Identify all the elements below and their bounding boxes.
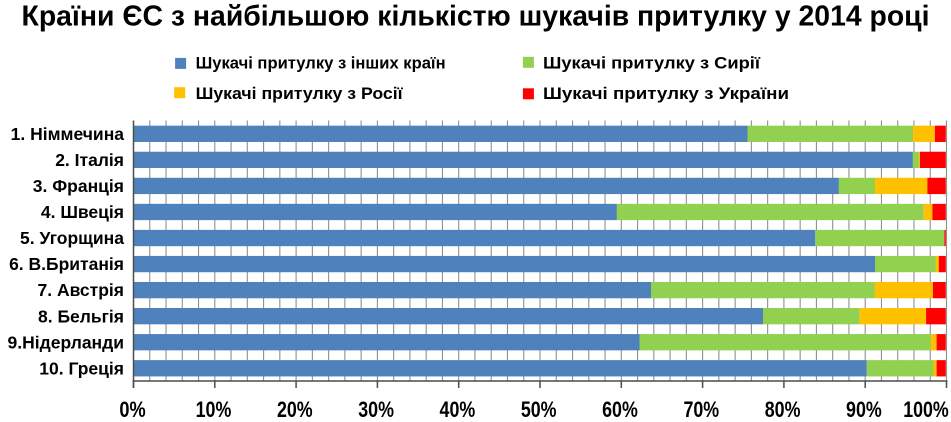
svg-text:6. В.Британія: 6. В.Британія [9, 254, 124, 274]
svg-text:8. Бельгія: 8. Бельгія [38, 306, 124, 326]
svg-text:2. Італія: 2. Італія [55, 150, 124, 170]
svg-text:7. Австрія: 7. Австрія [38, 280, 124, 300]
svg-text:4. Швеція: 4. Швеція [41, 202, 124, 222]
svg-text:40%: 40% [440, 397, 476, 422]
svg-text:90%: 90% [846, 397, 882, 422]
svg-text:50%: 50% [521, 397, 557, 422]
svg-text:10%: 10% [196, 397, 232, 422]
svg-text:Шукачі притулку з Росії: Шукачі притулку з Росії [196, 85, 403, 103]
svg-text:10. Греція: 10. Греція [39, 358, 124, 378]
svg-text:Шукачі притулку з Сирії: Шукачі притулку з Сирії [543, 55, 760, 73]
svg-text:9.Нідерланди: 9.Нідерланди [8, 332, 124, 352]
svg-text:3. Франція: 3. Франція [33, 176, 124, 196]
svg-text:80%: 80% [765, 397, 801, 422]
svg-text:60%: 60% [602, 397, 638, 422]
svg-text:30%: 30% [358, 397, 394, 422]
svg-text:100%: 100% [903, 397, 949, 422]
svg-text:Шукачі притулку з інших країн: Шукачі притулку з інших країн [196, 55, 446, 73]
svg-text:70%: 70% [683, 397, 719, 422]
svg-text:20%: 20% [277, 397, 313, 422]
svg-text:5. Угорщина: 5. Угорщина [20, 228, 124, 248]
svg-text:0%: 0% [119, 397, 145, 422]
svg-text:Шукачі притулку з України: Шукачі притулку з України [543, 85, 789, 103]
svg-text:1. Німмечина: 1. Німмечина [11, 124, 125, 144]
svg-text:Країни ЄС з найбільшою кількіс: Країни ЄС з найбільшою кількістю шукачів… [22, 1, 930, 33]
